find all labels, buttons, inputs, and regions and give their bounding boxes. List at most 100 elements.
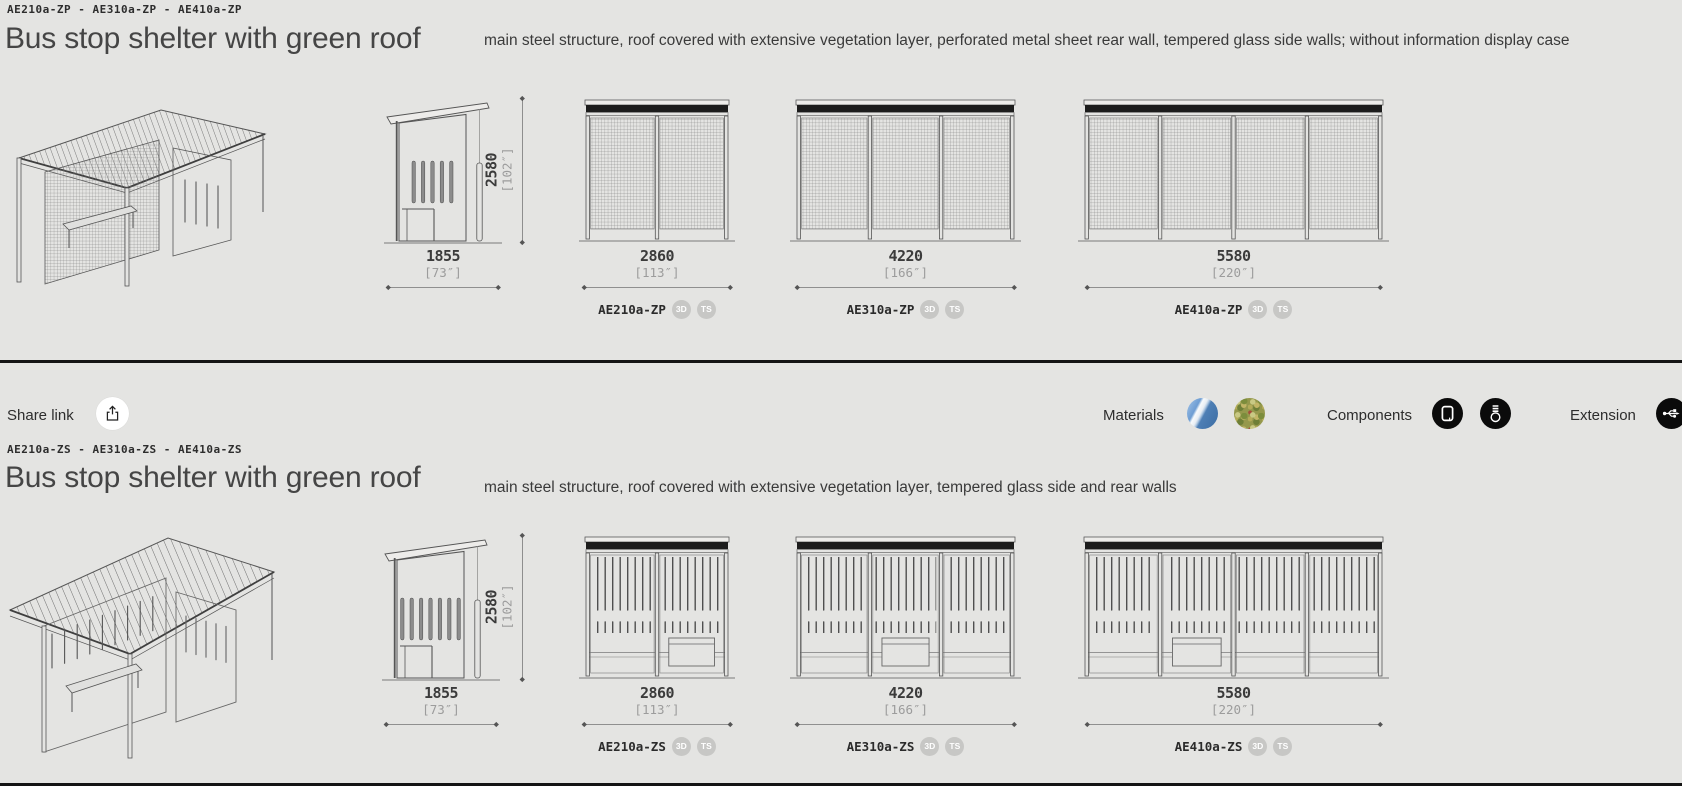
side-view-block: 1855 [73″]: [382, 534, 500, 725]
components-label: Components: [1327, 407, 1413, 424]
side-view-drawing: [384, 97, 502, 247]
badge-3d[interactable]: 3D: [1248, 300, 1268, 319]
dimension-line: [582, 287, 732, 288]
badge-ts[interactable]: TS: [1273, 737, 1293, 756]
model-label-row: AE310a-ZS 3D TS: [790, 737, 1021, 756]
component-display-case-button[interactable]: [1432, 398, 1463, 429]
perspective-drawing: [6, 528, 278, 776]
model-variant: 4220 [166″] AE310a-ZS 3D TS: [790, 534, 1021, 756]
badge-ts[interactable]: TS: [1273, 300, 1293, 319]
dimension-width-inches: [166″]: [882, 702, 929, 717]
model-label-row: AE210a-ZP 3D TS: [579, 300, 735, 319]
usb-icon: [1662, 409, 1680, 418]
material-green-roof-swatch[interactable]: [1234, 398, 1265, 429]
model-code: AE410a-ZP: [1174, 301, 1243, 317]
materials-label: Materials: [1103, 407, 1164, 424]
badge-3d[interactable]: 3D: [1248, 737, 1268, 756]
model-code: AE310a-ZP: [846, 301, 915, 317]
dimension-width-inches: [73″]: [422, 702, 460, 717]
dimension-width-mm: 5580: [1216, 684, 1251, 702]
width-dimension: 5580 [220″]: [1078, 685, 1389, 725]
material-steel-swatch[interactable]: [1187, 398, 1218, 429]
badge-ts[interactable]: TS: [945, 300, 965, 319]
extension-usb-button[interactable]: [1656, 398, 1682, 429]
width-dimension: 4220 [166″]: [790, 685, 1021, 725]
model-variant: 5580 [220″] AE410a-ZP 3D TS: [1078, 97, 1389, 319]
dimension-line: [1085, 287, 1382, 288]
width-dimension: 5580 [220″]: [1078, 248, 1389, 288]
dimension-width-inches: [220″]: [1210, 265, 1257, 280]
dimension-line: [384, 724, 498, 725]
dimension-line: [582, 724, 732, 725]
front-view-drawing: [1078, 534, 1389, 684]
badge-ts[interactable]: TS: [696, 737, 716, 756]
product-codes: AE210a-ZS - AE310a-ZS - AE410a-ZS: [7, 443, 243, 456]
badge-ts[interactable]: TS: [945, 737, 965, 756]
product-title: Bus stop shelter with green roof: [5, 22, 421, 55]
dimension-width-mm: 1855: [425, 247, 461, 265]
dimension-width-inches: [73″]: [424, 265, 462, 280]
model-variant: 2860 [113″] AE210a-ZP 3D TS: [579, 97, 735, 319]
model-variant: 4220 [166″] AE310a-ZP 3D TS: [790, 97, 1021, 319]
side-width-dimension: 1855 [73″]: [382, 685, 500, 725]
dimension-line: [795, 287, 1016, 288]
perspective-drawing: [9, 100, 274, 292]
share-button[interactable]: [96, 397, 129, 430]
width-dimension: 2860 [113″]: [579, 248, 735, 288]
side-view-drawing: [382, 534, 500, 684]
extension-label: Extension: [1570, 407, 1636, 424]
dimension-height-inches: [102″]: [499, 584, 515, 630]
badge-ts[interactable]: TS: [696, 300, 716, 319]
front-view-drawing: [790, 97, 1021, 247]
share-icon: [106, 405, 119, 421]
side-height-dimension: 2580 [102″]: [483, 97, 523, 243]
model-label-row: AE310a-ZP 3D TS: [790, 300, 1021, 319]
dimension-width-inches: [113″]: [634, 702, 680, 717]
dimension-height-mm: 2580: [482, 589, 501, 625]
side-height-dimension: 2580 [102″]: [483, 534, 523, 680]
badge-3d[interactable]: 3D: [920, 737, 940, 756]
section-divider: [0, 360, 1682, 363]
model-code: AE310a-ZS: [846, 738, 915, 754]
dimension-width-mm: 5580: [1216, 247, 1251, 265]
share-link-label: Share link: [7, 407, 74, 424]
component-lighting-button[interactable]: [1480, 398, 1511, 429]
model-code: AE210a-ZS: [598, 738, 666, 754]
dimension-line: [522, 97, 523, 243]
front-view-drawing: [1078, 97, 1389, 247]
model-code: AE410a-ZS: [1174, 738, 1243, 754]
model-label-row: AE210a-ZS 3D TS: [579, 737, 735, 756]
badge-3d[interactable]: 3D: [671, 737, 691, 756]
dimension-width-mm: 2860: [639, 684, 675, 702]
width-dimension: 2860 [113″]: [579, 685, 735, 725]
dimension-width-mm: 4220: [888, 247, 923, 265]
dimension-width-mm: 4220: [888, 684, 923, 702]
model-label-row: AE410a-ZS 3D TS: [1078, 737, 1389, 756]
dimension-line: [1085, 724, 1382, 725]
dimension-width-inches: [166″]: [882, 265, 929, 280]
front-view-drawing: [579, 534, 735, 684]
badge-3d[interactable]: 3D: [920, 300, 940, 319]
dimension-line: [795, 724, 1016, 725]
dimension-width-inches: [220″]: [1210, 702, 1257, 717]
bottom-divider: [0, 783, 1682, 786]
product-description: main steel structure, roof covered with …: [484, 479, 1177, 496]
product-title: Bus stop shelter with green roof: [5, 461, 421, 494]
light-bulb-icon: [1490, 405, 1501, 423]
dimension-width-inches: [113″]: [634, 265, 680, 280]
dimension-line: [522, 534, 523, 680]
width-dimension: 4220 [166″]: [790, 248, 1021, 288]
side-view-block: 1855 [73″]: [384, 97, 502, 288]
dimension-width-mm: 1855: [423, 684, 459, 702]
badge-3d[interactable]: 3D: [671, 300, 691, 319]
dimension-line: [386, 287, 500, 288]
front-view-drawing: [579, 97, 735, 247]
dimension-width-mm: 2860: [639, 247, 675, 265]
front-view-drawing: [790, 534, 1021, 684]
display-case-icon: [1441, 405, 1454, 422]
height-dimension-text: 2580 [102″]: [482, 584, 515, 630]
model-variant: 5580 [220″] AE410a-ZS 3D TS: [1078, 534, 1389, 756]
product-description: main steel structure, roof covered with …: [484, 32, 1570, 49]
